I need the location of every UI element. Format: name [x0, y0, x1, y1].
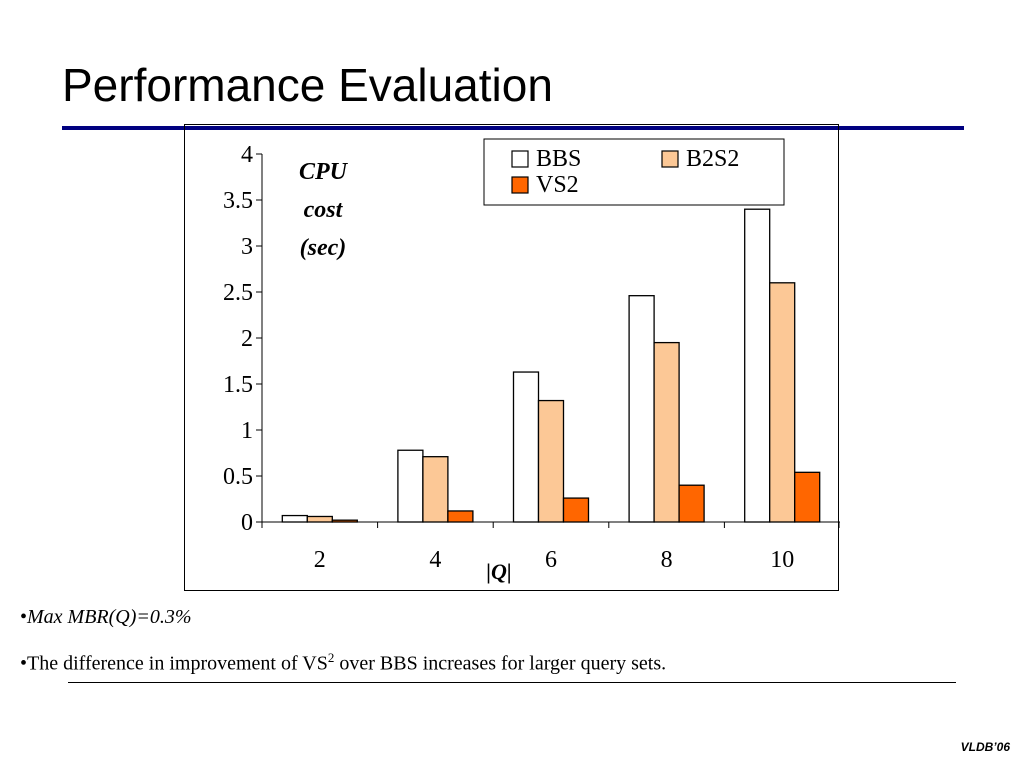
y-tick-label: 3 — [241, 234, 253, 260]
bullet-text-part2: over BBS increases for larger query sets… — [334, 652, 667, 675]
bar-vs2 — [794, 471, 821, 523]
x-tick-label: 6 — [545, 547, 557, 573]
slide-title: Performance Evaluation — [62, 59, 553, 111]
bar-bbs — [628, 295, 655, 523]
legend-box — [483, 138, 785, 206]
y-axis-label: CPU — [299, 159, 349, 185]
bullet-improvement: •The difference in improvement of VS2 ov… — [20, 650, 666, 676]
bar-bbs — [744, 208, 771, 523]
bullet-text-part1: The difference in improvement of VS — [27, 652, 328, 675]
legend-swatch-bbs — [511, 150, 529, 168]
title-underline — [62, 126, 964, 130]
y-axis-label: (sec) — [300, 235, 347, 261]
bullet-max-mbr: •Max MBR(Q)=0.3% — [20, 606, 192, 629]
bar-b2s2 — [422, 456, 449, 523]
y-axis-label: cost — [304, 197, 344, 223]
x-tick-label: 8 — [661, 547, 673, 573]
x-tick-label: 2 — [314, 547, 326, 573]
bar-bbs — [281, 514, 308, 523]
bar-vs2 — [678, 484, 705, 523]
bar-bbs — [397, 449, 424, 523]
bullet-superscript: 2 — [327, 650, 335, 665]
x-tick-label: 10 — [770, 547, 794, 573]
y-tick-label: 3.5 — [223, 188, 253, 214]
y-tick-label: 2.5 — [223, 280, 253, 306]
chart-frame: 0 0.5 1 1.5 2 2.5 3 3.5 4 2 4 6 8 10 CPU cost (sec) |Q| BB… — [184, 124, 840, 591]
bar-chart: 0 0.5 1 1.5 2 2.5 3 3.5 4 2 4 6 8 10 CPU cost (sec) |Q| BB… — [223, 138, 840, 584]
y-tick-label: 0.5 — [223, 464, 253, 490]
legend-label-bbs: BBS — [536, 146, 581, 172]
footer-label: VLDB’06 — [960, 740, 1010, 754]
x-axis-label: |Q| — [486, 559, 512, 584]
y-tick-label: 1 — [241, 418, 253, 444]
legend-label-b2s2: B2S2 — [686, 146, 739, 172]
bar-b2s2 — [537, 399, 565, 523]
bar-b2s2 — [769, 282, 796, 523]
bar-bbs — [512, 371, 540, 523]
bullet-marker: • — [20, 652, 28, 675]
bullet-marker: • — [20, 606, 28, 628]
bar-vs2 — [331, 519, 358, 523]
bullet-text: Max MBR(Q)=0.3% — [27, 606, 192, 628]
bar-b2s2 — [306, 515, 333, 523]
y-tick-label: 4 — [241, 142, 253, 168]
bar-vs2 — [562, 497, 590, 523]
y-tick-label: 1.5 — [223, 372, 253, 398]
legend-label-vs2: VS2 — [536, 172, 579, 198]
x-tick-label: 4 — [429, 547, 441, 573]
legend-swatch-b2s2 — [661, 150, 679, 168]
bar-vs2 — [447, 510, 474, 523]
legend-swatch-vs2 — [511, 176, 529, 194]
y-tick-label: 0 — [241, 510, 253, 536]
bottom-divider — [68, 682, 956, 683]
y-tick-label: 2 — [241, 326, 253, 352]
bar-b2s2 — [653, 341, 680, 523]
